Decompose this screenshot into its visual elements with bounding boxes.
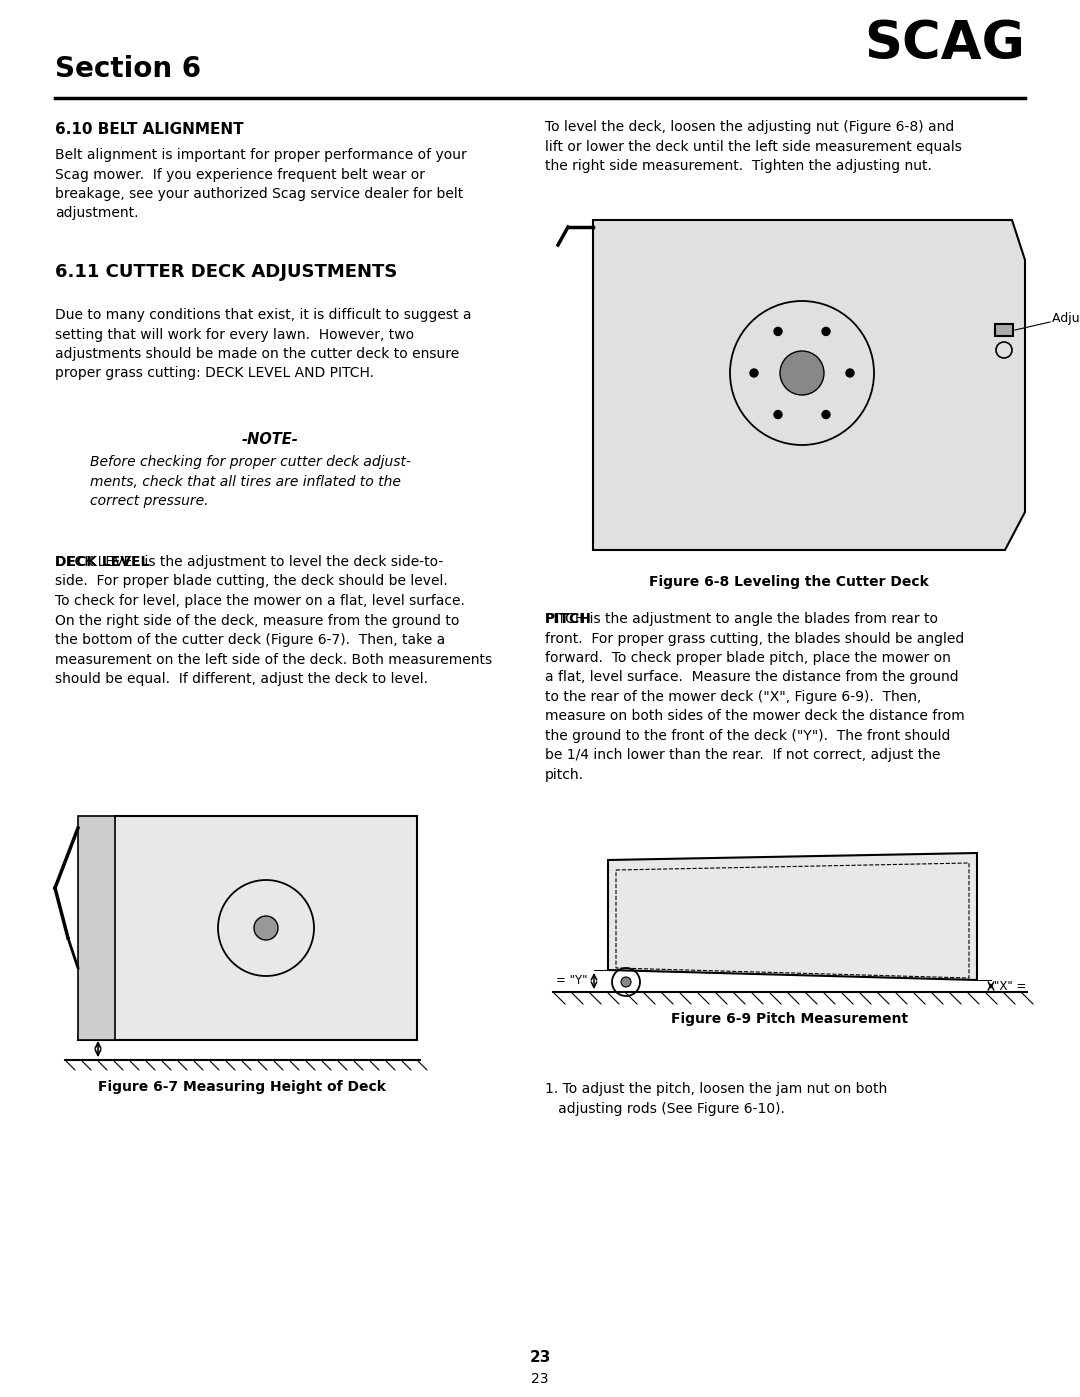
Text: Figure 6-7 Measuring Height of Deck: Figure 6-7 Measuring Height of Deck [98, 1080, 386, 1094]
Text: DECK LEVEL: DECK LEVEL [55, 555, 149, 569]
Text: = "Y": = "Y" [556, 975, 588, 988]
Text: PITCH: PITCH [545, 612, 592, 626]
Text: SCAG: SCAG [864, 18, 1025, 70]
Text: 1. To adjust the pitch, loosen the jam nut on both
   adjusting rods (See Figure: 1. To adjust the pitch, loosen the jam n… [545, 1083, 888, 1115]
Circle shape [822, 411, 831, 419]
Text: Section 6: Section 6 [55, 54, 201, 82]
Text: "X" =: "X" = [994, 979, 1026, 992]
Circle shape [822, 327, 831, 335]
Text: Adjusting Nut: Adjusting Nut [1052, 312, 1080, 326]
Text: DECK LEVEL is the adjustment to level the deck side-to-
side.  For proper blade : DECK LEVEL is the adjustment to level th… [55, 555, 492, 686]
Text: Figure 6-8 Leveling the Cutter Deck: Figure 6-8 Leveling the Cutter Deck [649, 576, 929, 590]
Polygon shape [78, 816, 114, 1039]
Text: Figure 6-9 Pitch Measurement: Figure 6-9 Pitch Measurement [672, 1011, 908, 1025]
Text: -NOTE-: -NOTE- [242, 432, 298, 447]
Circle shape [780, 351, 824, 395]
Text: 23: 23 [529, 1350, 551, 1365]
Circle shape [846, 369, 854, 377]
Circle shape [774, 411, 782, 419]
Circle shape [750, 369, 758, 377]
Text: Belt alignment is important for proper performance of your
Scag mower.  If you e: Belt alignment is important for proper p… [55, 148, 467, 221]
Text: To level the deck, loosen the adjusting nut (Figure 6-8) and
lift or lower the d: To level the deck, loosen the adjusting … [545, 120, 962, 173]
Circle shape [254, 916, 278, 940]
Text: 23: 23 [531, 1372, 549, 1386]
Text: Before checking for proper cutter deck adjust-
ments, check that all tires are i: Before checking for proper cutter deck a… [90, 455, 411, 509]
Text: Due to many conditions that exist, it is difficult to suggest a
setting that wil: Due to many conditions that exist, it is… [55, 307, 472, 380]
Polygon shape [608, 854, 977, 981]
Bar [995, 324, 1013, 337]
Circle shape [774, 327, 782, 335]
Text: 6.10 BELT ALIGNMENT: 6.10 BELT ALIGNMENT [55, 122, 244, 137]
Polygon shape [78, 816, 417, 1039]
Text: 6.11 CUTTER DECK ADJUSTMENTS: 6.11 CUTTER DECK ADJUSTMENTS [55, 263, 397, 281]
Polygon shape [593, 219, 1025, 550]
Text: PITCH is the adjustment to angle the blades from rear to
front.  For proper gras: PITCH is the adjustment to angle the bla… [545, 612, 964, 782]
Circle shape [621, 977, 631, 988]
